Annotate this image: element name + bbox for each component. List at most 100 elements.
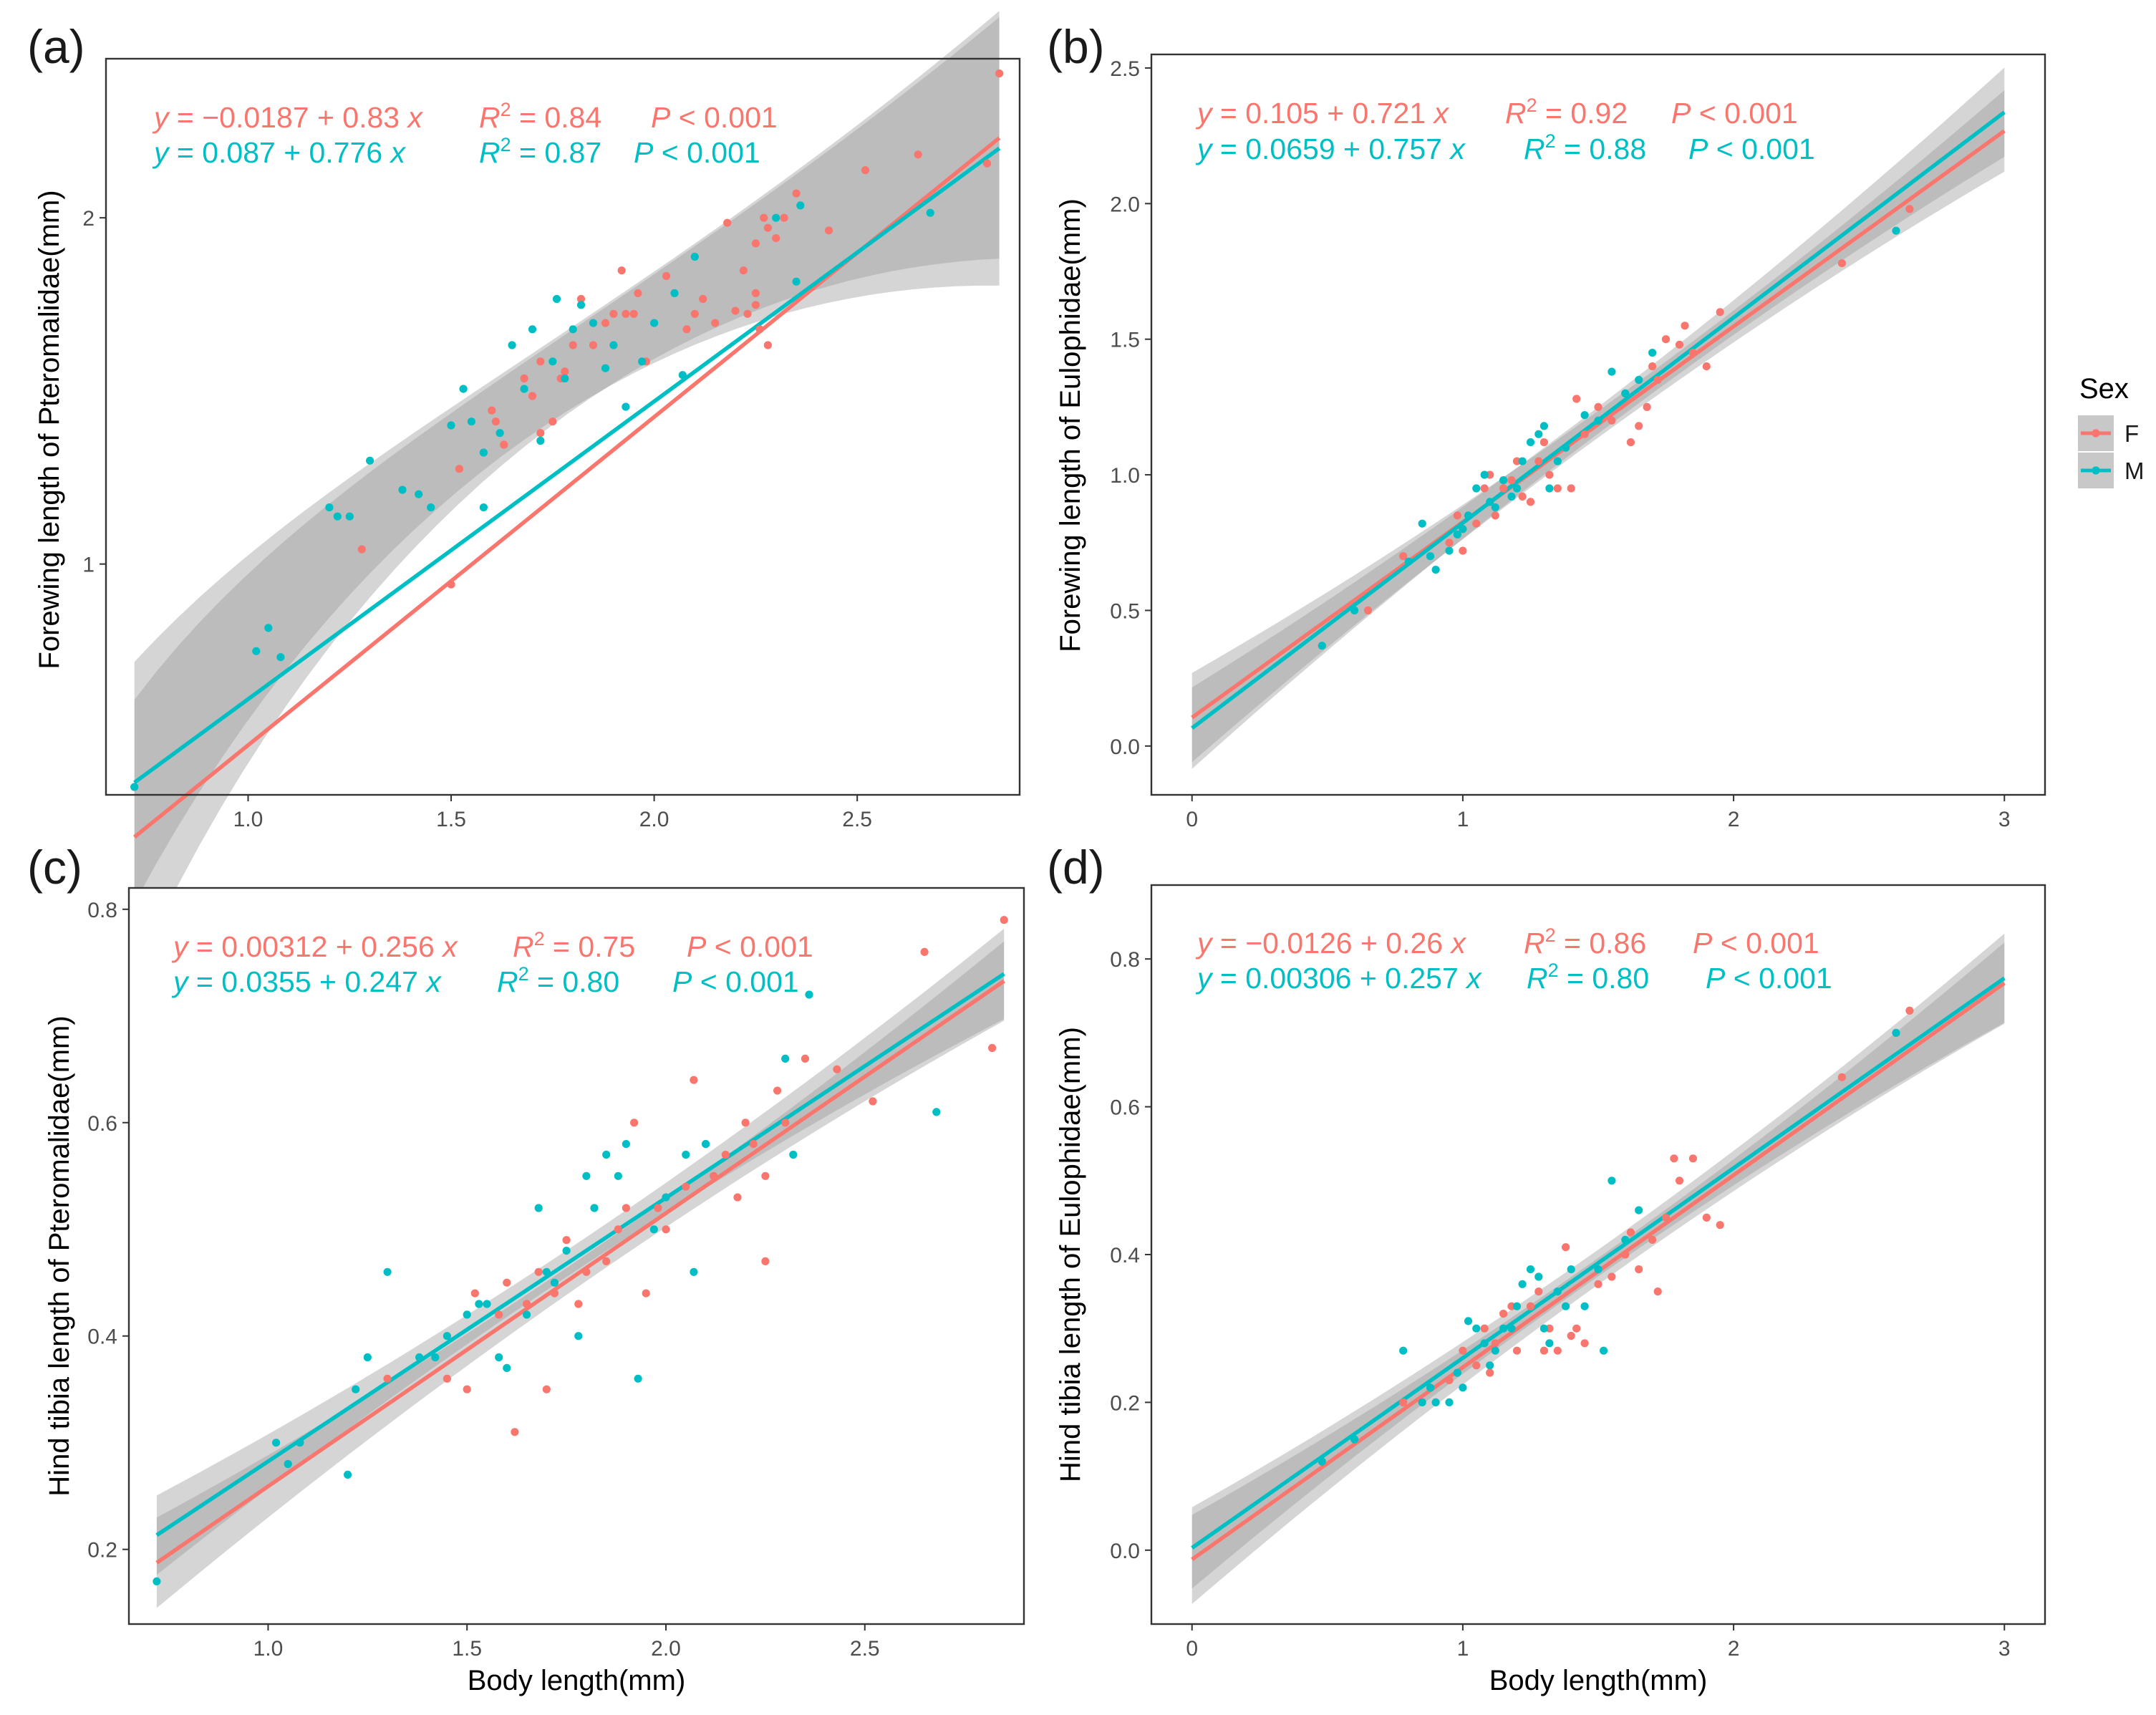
equation-M: y = 0.00306 + 0.257 x: [1195, 962, 1482, 995]
data-point: [1512, 1302, 1522, 1310]
data-point: [601, 364, 610, 372]
data-point: [763, 223, 772, 232]
data-point: [690, 252, 699, 261]
eq-body: = 0.105 + 0.721: [1212, 97, 1434, 130]
data-point: [638, 357, 647, 366]
points-F: [383, 916, 1008, 1436]
x-tick-label: 1.0: [233, 808, 264, 831]
data-point: [447, 580, 455, 589]
data-point: [495, 1353, 503, 1362]
points-F: [1399, 1006, 1914, 1406]
data-point: [1418, 519, 1426, 528]
data-point: [1553, 457, 1562, 465]
data-point: [503, 1363, 511, 1372]
data-point: [1350, 1435, 1359, 1444]
data-point: [365, 456, 374, 465]
data-point: [654, 1204, 662, 1212]
data-point: [1453, 530, 1461, 539]
data-point: [801, 1054, 809, 1063]
data-point: [710, 1171, 718, 1180]
data-point: [622, 1204, 631, 1212]
data-point: [1453, 511, 1461, 520]
data-point: [1580, 411, 1589, 420]
data-point: [1567, 1331, 1575, 1340]
p-symbol: P: [1693, 927, 1713, 960]
data-point: [1688, 1154, 1697, 1163]
p-text: < 0.001: [1691, 97, 1797, 130]
data-point: [1653, 1288, 1662, 1296]
equation-F: y = −0.0126 + 0.26 x: [1195, 927, 1467, 960]
data-point: [617, 266, 626, 275]
data-point: [731, 306, 740, 315]
equation-M: y = 0.0659 + 0.757 x: [1195, 132, 1466, 165]
eq-y: y: [1195, 927, 1214, 960]
legend-key-point: [2092, 429, 2100, 438]
data-point: [1594, 1265, 1603, 1274]
data-point: [634, 289, 642, 297]
r-squared-M: R2 = 0.80: [1527, 960, 1649, 995]
data-point: [699, 294, 707, 304]
p-value-M: P < 0.001: [1706, 962, 1832, 995]
data-point: [1534, 1272, 1543, 1281]
y-tick-label: 1.0: [1110, 464, 1140, 488]
data-point: [1526, 438, 1535, 447]
r2-value: = 0.92: [1537, 97, 1628, 130]
data-point: [1512, 1346, 1522, 1355]
data-point: [629, 309, 638, 318]
data-point: [630, 1119, 639, 1127]
data-point: [1905, 1006, 1914, 1015]
data-point: [1491, 503, 1499, 512]
data-point: [1350, 606, 1359, 615]
data-point: [1526, 1302, 1535, 1310]
eq-body: = 0.087 + 0.776: [169, 136, 391, 169]
data-point: [1472, 1324, 1481, 1333]
confidence-band-F: [156, 941, 1005, 1608]
data-point: [589, 319, 598, 327]
data-point: [1526, 1265, 1535, 1274]
plot-area: [106, 59, 1020, 795]
p-text: < 0.001: [1725, 962, 1832, 995]
r2-symbol: R: [1527, 962, 1548, 995]
y-axis-label: Forewing length of Pteromalidae(mm): [34, 190, 65, 669]
data-point: [443, 1374, 452, 1383]
data-point: [772, 213, 780, 222]
r2-value: = 0.80: [529, 965, 620, 998]
panel-border: [127, 887, 1025, 1625]
x-tick-label: 1.5: [452, 1637, 482, 1661]
data-point: [1675, 340, 1684, 349]
p-value-F: P < 0.001: [651, 101, 778, 134]
data-point: [995, 69, 1004, 78]
data-point: [609, 309, 618, 318]
data-point: [926, 208, 934, 217]
points-M: [1318, 1028, 1900, 1466]
data-point: [548, 357, 557, 366]
data-point: [415, 1353, 424, 1362]
x-tick-label: 0: [1186, 1637, 1198, 1661]
data-point: [467, 417, 476, 426]
data-point: [1491, 511, 1499, 520]
data-point: [511, 1428, 519, 1436]
data-point: [1608, 367, 1616, 376]
data-point: [1716, 1221, 1724, 1230]
eq-y: y: [171, 930, 190, 963]
eq-body: = −0.0126 + 0.26: [1212, 927, 1451, 960]
confidence-band-M: [156, 928, 1005, 1575]
data-point: [443, 1332, 452, 1340]
data-point: [1480, 470, 1489, 479]
data-point: [582, 1171, 591, 1180]
panel-b: 0 1 2 3 0.0 0.5 1.0 1.5 2.0 2.5(b) Forewing length…: [1047, 20, 2046, 831]
data-point: [276, 653, 285, 662]
data-point: [1499, 484, 1508, 493]
data-point: [520, 385, 528, 393]
data-point: [562, 1236, 571, 1245]
data-point: [427, 503, 435, 512]
data-point: [1318, 642, 1326, 650]
data-point: [508, 341, 516, 349]
r2-value: = 0.88: [1556, 132, 1647, 165]
data-point: [548, 417, 557, 426]
data-point: [781, 1119, 790, 1127]
data-point: [153, 1577, 161, 1585]
data-point: [1648, 362, 1657, 371]
data-point: [1445, 538, 1454, 547]
y-tick-label: 0.0: [1110, 1540, 1140, 1563]
